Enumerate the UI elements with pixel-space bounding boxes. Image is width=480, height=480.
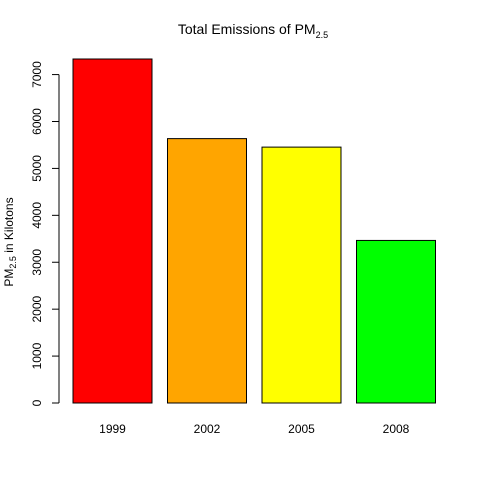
x-tick-label: 1999 — [99, 422, 126, 436]
y-tick-label: 4000 — [30, 202, 44, 229]
y-tick-label: 5000 — [30, 155, 44, 182]
y-axis: 0 1000 2000 3000 4000 5000 6000 7000 — [30, 61, 60, 406]
y-tick-label: 2000 — [30, 295, 44, 322]
bar-2005 — [261, 146, 342, 404]
bars-group — [72, 58, 436, 404]
bar-2008 — [356, 239, 436, 404]
y-tick-label: 3000 — [30, 249, 44, 276]
y-tick-label: 1000 — [30, 342, 44, 369]
y-tick-label: 7000 — [30, 61, 44, 88]
x-tick-label: 2005 — [288, 422, 315, 436]
chart-title: Total Emissions of PM2.5 — [178, 21, 328, 40]
x-tick-label: 2002 — [194, 422, 221, 436]
y-tick-label: 0 — [30, 399, 44, 406]
y-tick-label: 6000 — [30, 108, 44, 135]
bar-1999 — [72, 58, 153, 404]
bar-2002 — [167, 138, 247, 404]
x-tick-labels: 1999 2002 2005 2008 — [99, 422, 410, 436]
y-axis-label: PM2.5 in Kilotons — [2, 197, 18, 286]
x-tick-label: 2008 — [383, 422, 410, 436]
